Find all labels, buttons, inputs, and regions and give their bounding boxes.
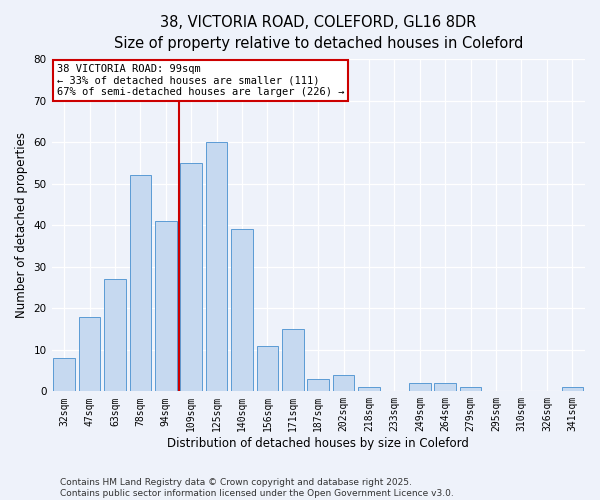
Bar xyxy=(79,316,100,392)
Bar xyxy=(53,358,75,392)
Bar xyxy=(257,346,278,392)
X-axis label: Distribution of detached houses by size in Coleford: Distribution of detached houses by size … xyxy=(167,437,469,450)
Bar xyxy=(434,383,456,392)
Bar xyxy=(155,221,176,392)
Bar xyxy=(104,279,126,392)
Title: 38, VICTORIA ROAD, COLEFORD, GL16 8DR
Size of property relative to detached hous: 38, VICTORIA ROAD, COLEFORD, GL16 8DR Si… xyxy=(113,15,523,51)
Bar xyxy=(307,379,329,392)
Bar xyxy=(562,387,583,392)
Text: 38 VICTORIA ROAD: 99sqm
← 33% of detached houses are smaller (111)
67% of semi-d: 38 VICTORIA ROAD: 99sqm ← 33% of detache… xyxy=(57,64,344,98)
Text: Contains HM Land Registry data © Crown copyright and database right 2025.
Contai: Contains HM Land Registry data © Crown c… xyxy=(60,478,454,498)
Bar xyxy=(181,163,202,392)
Bar xyxy=(282,329,304,392)
Bar xyxy=(231,230,253,392)
Bar xyxy=(206,142,227,392)
Y-axis label: Number of detached properties: Number of detached properties xyxy=(15,132,28,318)
Bar xyxy=(333,374,355,392)
Bar xyxy=(130,176,151,392)
Bar xyxy=(460,387,481,392)
Bar xyxy=(358,387,380,392)
Bar xyxy=(409,383,431,392)
